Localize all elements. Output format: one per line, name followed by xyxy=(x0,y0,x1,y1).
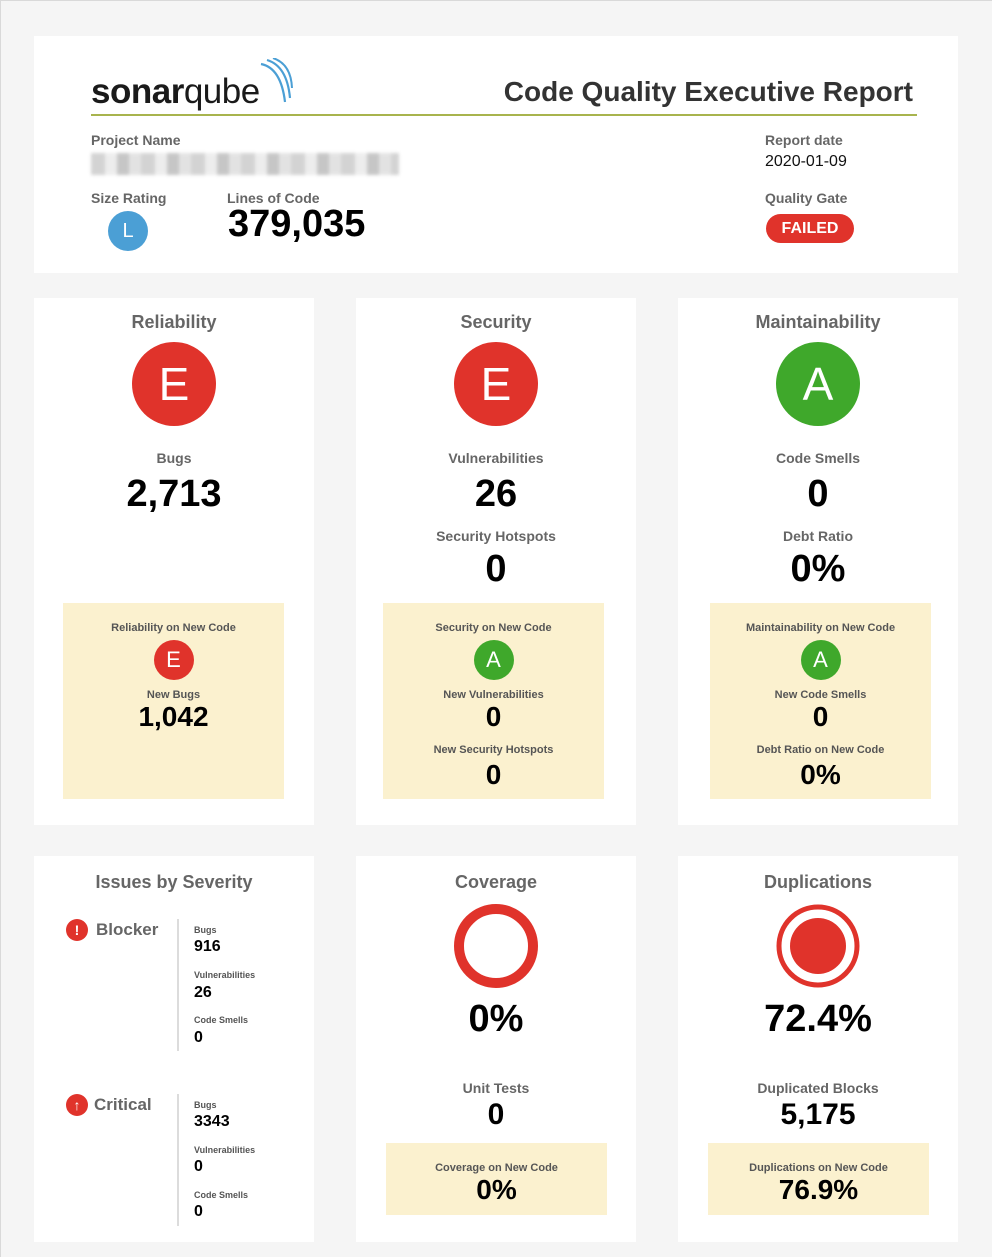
critical-icon: ↑ xyxy=(66,1094,88,1116)
logo-waves-icon xyxy=(260,58,293,103)
vulnerabilities-value: 26 xyxy=(474,473,518,515)
duplicated-blocks-value: 5,175 xyxy=(780,1098,856,1131)
debt-ratio-new-code-value: 0% xyxy=(800,759,841,790)
maintainability-new-rating: A xyxy=(800,640,841,680)
security-rating: E xyxy=(454,342,538,426)
duplications-card: Duplications 72.4% Duplicated Blocks 5,1… xyxy=(678,856,958,1242)
duplications-title: Duplications xyxy=(763,872,872,892)
new-vulnerabilities-value: 0 xyxy=(485,701,502,732)
project-name-label: Project Name xyxy=(91,132,181,148)
coverage-new-code-value: 0% xyxy=(476,1174,517,1205)
critical-label: Critical xyxy=(94,1095,152,1114)
security-new-code-box: Security on New Code A New Vulnerabiliti… xyxy=(383,603,604,799)
blocker-code-smells-label: Code Smells xyxy=(194,1015,249,1025)
critical-code-smells-value: 0 xyxy=(194,1203,203,1220)
security-new-rating: A xyxy=(473,640,514,680)
reliability-new-code-box: Reliability on New Code E New Bugs 1,042 xyxy=(63,603,284,799)
new-code-smells-label: New Code Smells xyxy=(774,689,867,701)
reliability-card: Reliability E Bugs 2,713 Reliability on … xyxy=(34,298,314,825)
new-code-smells-value: 0 xyxy=(812,701,829,732)
new-security-hotspots-label: New Security Hotspots xyxy=(433,744,554,756)
coverage-ring-icon xyxy=(454,904,538,988)
unit-tests-label: Unit Tests xyxy=(462,1080,530,1096)
critical-bugs-label: Bugs xyxy=(194,1100,217,1110)
security-title: Security xyxy=(460,312,532,332)
security-card: Security E Vulnerabilities 26 Security H… xyxy=(356,298,636,825)
header-divider xyxy=(91,114,917,116)
issues-title: Issues by Severity xyxy=(95,872,253,892)
report-date: 2020-01-09 xyxy=(765,153,847,170)
critical-vulnerabilities-label: Vulnerabilities xyxy=(194,1145,256,1155)
coverage-new-code-box: Coverage on New Code 0% xyxy=(386,1143,607,1215)
coverage-title: Coverage xyxy=(454,872,538,892)
blocker-label: Blocker xyxy=(96,920,159,939)
reliability-new-code-title: Reliability on New Code xyxy=(111,622,236,634)
maintainability-new-code-box: Maintainability on New Code A New Code S… xyxy=(710,603,931,799)
size-rating-label: Size Rating xyxy=(91,190,167,206)
lines-of-code-label: Lines of Code xyxy=(227,190,320,206)
code-smells-label: Code Smells xyxy=(775,450,861,466)
quality-gate-status: FAILED xyxy=(766,214,854,243)
critical-vulnerabilities-value: 0 xyxy=(194,1158,203,1175)
security-hotspots-value: 0 xyxy=(485,548,507,590)
security-hotspots-label: Security Hotspots xyxy=(436,528,556,544)
report-date-label: Report date xyxy=(765,132,843,148)
unit-tests-value: 0 xyxy=(487,1098,505,1131)
report-title: Code Quality Executive Report xyxy=(503,76,913,107)
sonarqube-logo: sonarqube xyxy=(91,72,260,111)
vulnerabilities-label: Vulnerabilities xyxy=(448,450,544,466)
security-new-code-title: Security on New Code xyxy=(435,622,552,634)
duplications-new-code-label: Duplications on New Code xyxy=(749,1162,888,1174)
size-rating-badge: L xyxy=(108,211,148,251)
maintainability-card: Maintainability A Code Smells 0 Debt Rat… xyxy=(678,298,958,825)
blocker-vulnerabilities-value: 26 xyxy=(194,984,212,1001)
blocker-vulnerabilities-label: Vulnerabilities xyxy=(194,970,256,980)
new-bugs-value: 1,042 xyxy=(138,701,209,732)
bugs-label: Bugs xyxy=(156,450,192,466)
coverage-value: 0% xyxy=(468,998,524,1040)
quality-gate-label: Quality Gate xyxy=(765,190,848,206)
duplications-value: 72.4% xyxy=(764,998,872,1040)
duplicated-blocks-label: Duplicated Blocks xyxy=(757,1080,879,1096)
debt-ratio-new-code-label: Debt Ratio on New Code xyxy=(756,744,885,756)
blocker-divider xyxy=(177,919,179,1051)
reliability-title: Reliability xyxy=(131,312,217,332)
coverage-new-code-label: Coverage on New Code xyxy=(435,1162,558,1174)
blocker-icon: ! xyxy=(66,919,88,941)
critical-code-smells-label: Code Smells xyxy=(194,1190,249,1200)
blocker-bugs-label: Bugs xyxy=(194,925,217,935)
code-smells-value: 0 xyxy=(807,473,829,515)
critical-bugs-value: 3343 xyxy=(194,1113,230,1130)
duplications-ring-icon xyxy=(776,904,860,988)
new-vulnerabilities-label: New Vulnerabilities xyxy=(443,689,544,701)
lines-of-code-value: 379,035 xyxy=(228,203,366,245)
issues-by-severity-card: Issues by Severity ! Blocker Bugs 916 Vu… xyxy=(34,856,314,1242)
blocker-bugs-value: 916 xyxy=(194,938,221,955)
bugs-value: 2,713 xyxy=(126,473,222,515)
maintainability-rating: A xyxy=(776,342,860,426)
report-header: sonarqube Code Quality Executive Report … xyxy=(34,36,958,273)
duplications-new-code-value: 76.9% xyxy=(778,1174,859,1205)
blocker-code-smells-value: 0 xyxy=(194,1029,203,1046)
duplications-new-code-box: Duplications on New Code 76.9% xyxy=(708,1143,929,1215)
maintainability-title: Maintainability xyxy=(755,312,881,332)
new-security-hotspots-value: 0 xyxy=(485,759,502,790)
debt-ratio-value: 0% xyxy=(790,548,846,590)
reliability-new-rating: E xyxy=(153,640,194,680)
new-bugs-label: New Bugs xyxy=(146,689,201,701)
coverage-card: Coverage 0% Unit Tests 0 Coverage on New… xyxy=(356,856,636,1242)
reliability-rating: E xyxy=(132,342,216,426)
project-name-redacted xyxy=(91,153,399,175)
critical-divider xyxy=(177,1094,179,1226)
debt-ratio-label: Debt Ratio xyxy=(783,528,853,544)
maintainability-new-code-title: Maintainability on New Code xyxy=(745,622,896,634)
